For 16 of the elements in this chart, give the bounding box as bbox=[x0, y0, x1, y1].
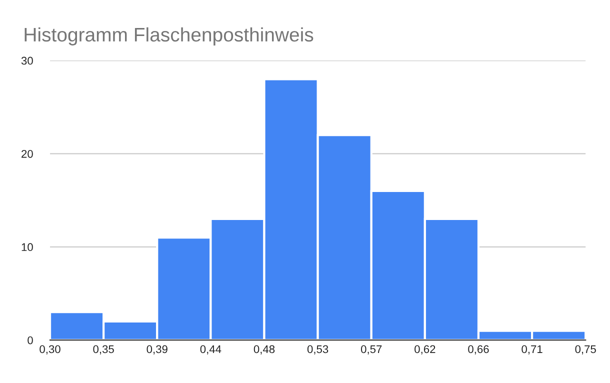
x-tick-label: 0,71 bbox=[522, 345, 542, 354]
y-tick-label: 30 bbox=[21, 56, 33, 65]
chart-title: Histogramm Flaschenposthinweis bbox=[24, 27, 314, 46]
x-tick-label: 0,75 bbox=[575, 345, 596, 354]
y-tick-label: 0 bbox=[28, 336, 33, 344]
x-tick-label: 0,35 bbox=[93, 345, 114, 354]
x-tick-label: 0,44 bbox=[200, 345, 222, 354]
x-tick-label: 0,62 bbox=[414, 345, 436, 354]
x-tick-label: 0,66 bbox=[468, 345, 489, 354]
y-tick-label: 20 bbox=[22, 150, 33, 158]
x-tick-label: 0,48 bbox=[254, 345, 275, 354]
x-tick-label: 0,57 bbox=[360, 345, 382, 354]
x-tick-label: 0,39 bbox=[146, 345, 168, 354]
x-tick-label: 0,53 bbox=[307, 345, 328, 354]
y-tick-label: 10 bbox=[22, 243, 33, 252]
x-tick-label: 0,30 bbox=[40, 345, 60, 354]
